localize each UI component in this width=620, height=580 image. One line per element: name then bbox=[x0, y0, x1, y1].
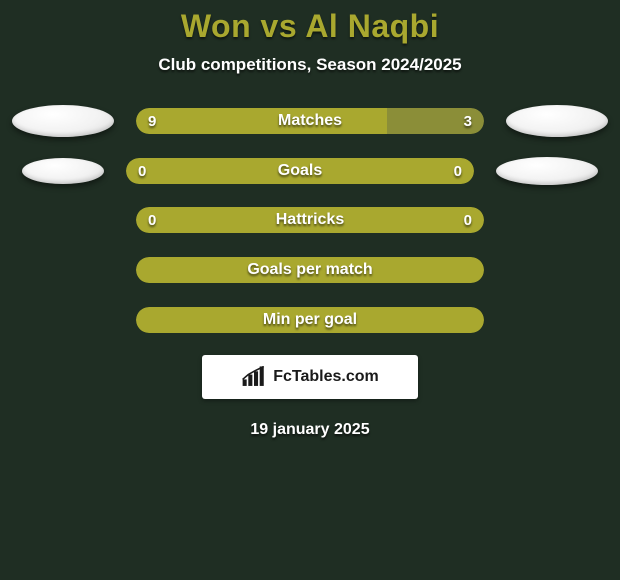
stat-row: Goals per match bbox=[0, 255, 620, 285]
stat-row: 00Goals bbox=[0, 157, 620, 185]
badge-text: FcTables.com bbox=[273, 368, 379, 386]
stat-label: Hattricks bbox=[136, 207, 484, 233]
stat-label: Goals per match bbox=[136, 257, 484, 283]
date-label: 19 january 2025 bbox=[0, 421, 620, 439]
chart-icon bbox=[241, 366, 267, 388]
player-avatar-right bbox=[496, 157, 598, 185]
stat-label: Min per goal bbox=[136, 307, 484, 333]
stat-bar: Goals per match bbox=[136, 257, 484, 283]
stat-label: Matches bbox=[136, 108, 484, 134]
player-avatar-left bbox=[12, 105, 114, 137]
comparison-card: Won vs Al Naqbi Club competitions, Seaso… bbox=[0, 0, 620, 439]
stats-list: 93Matches 00Goals 00Hattricks Goals per mat… bbox=[0, 105, 620, 335]
subtitle: Club competitions, Season 2024/2025 bbox=[0, 55, 620, 75]
source-badge[interactable]: FcTables.com bbox=[202, 355, 418, 399]
stat-row: 93Matches bbox=[0, 105, 620, 137]
stat-bar: 00Goals bbox=[126, 158, 474, 184]
stat-row: 00Hattricks bbox=[0, 205, 620, 235]
stat-bar: 00Hattricks bbox=[136, 207, 484, 233]
stat-bar: 93Matches bbox=[136, 108, 484, 134]
player-avatar-right bbox=[506, 105, 608, 137]
player-avatar-left bbox=[22, 158, 104, 184]
stat-label: Goals bbox=[126, 158, 474, 184]
page-title: Won vs Al Naqbi bbox=[0, 8, 620, 45]
stat-row: Min per goal bbox=[0, 305, 620, 335]
stat-bar: Min per goal bbox=[136, 307, 484, 333]
